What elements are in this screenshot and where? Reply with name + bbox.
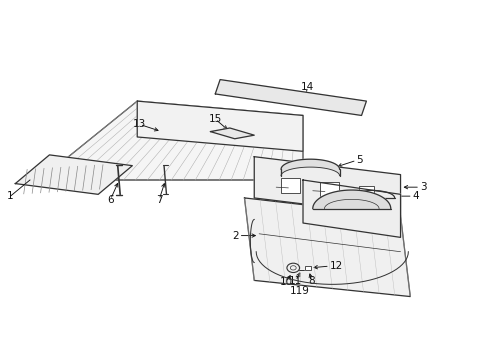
- FancyBboxPatch shape: [281, 178, 299, 193]
- Text: 14: 14: [301, 82, 314, 92]
- Polygon shape: [281, 159, 339, 176]
- FancyBboxPatch shape: [358, 186, 373, 200]
- Polygon shape: [244, 198, 409, 297]
- Polygon shape: [215, 80, 366, 116]
- FancyBboxPatch shape: [320, 182, 338, 196]
- Text: 5: 5: [356, 155, 363, 165]
- Polygon shape: [210, 128, 254, 139]
- Text: 119: 119: [289, 286, 309, 296]
- Text: 12: 12: [329, 261, 343, 271]
- Polygon shape: [137, 101, 303, 151]
- Polygon shape: [254, 157, 400, 216]
- Text: 7: 7: [156, 195, 162, 205]
- Polygon shape: [303, 180, 400, 237]
- Text: 6: 6: [107, 195, 114, 205]
- Bar: [305, 266, 311, 270]
- Text: 11: 11: [288, 276, 302, 286]
- Text: 3: 3: [419, 182, 426, 192]
- Polygon shape: [40, 101, 303, 180]
- Text: 1: 1: [7, 191, 14, 201]
- Text: 10: 10: [279, 277, 292, 287]
- Text: 13: 13: [133, 120, 146, 129]
- Text: 15: 15: [208, 114, 222, 124]
- Text: 2: 2: [231, 231, 238, 240]
- Polygon shape: [312, 190, 390, 209]
- Polygon shape: [15, 155, 132, 194]
- Text: 4: 4: [412, 191, 419, 201]
- Text: 8: 8: [308, 276, 314, 286]
